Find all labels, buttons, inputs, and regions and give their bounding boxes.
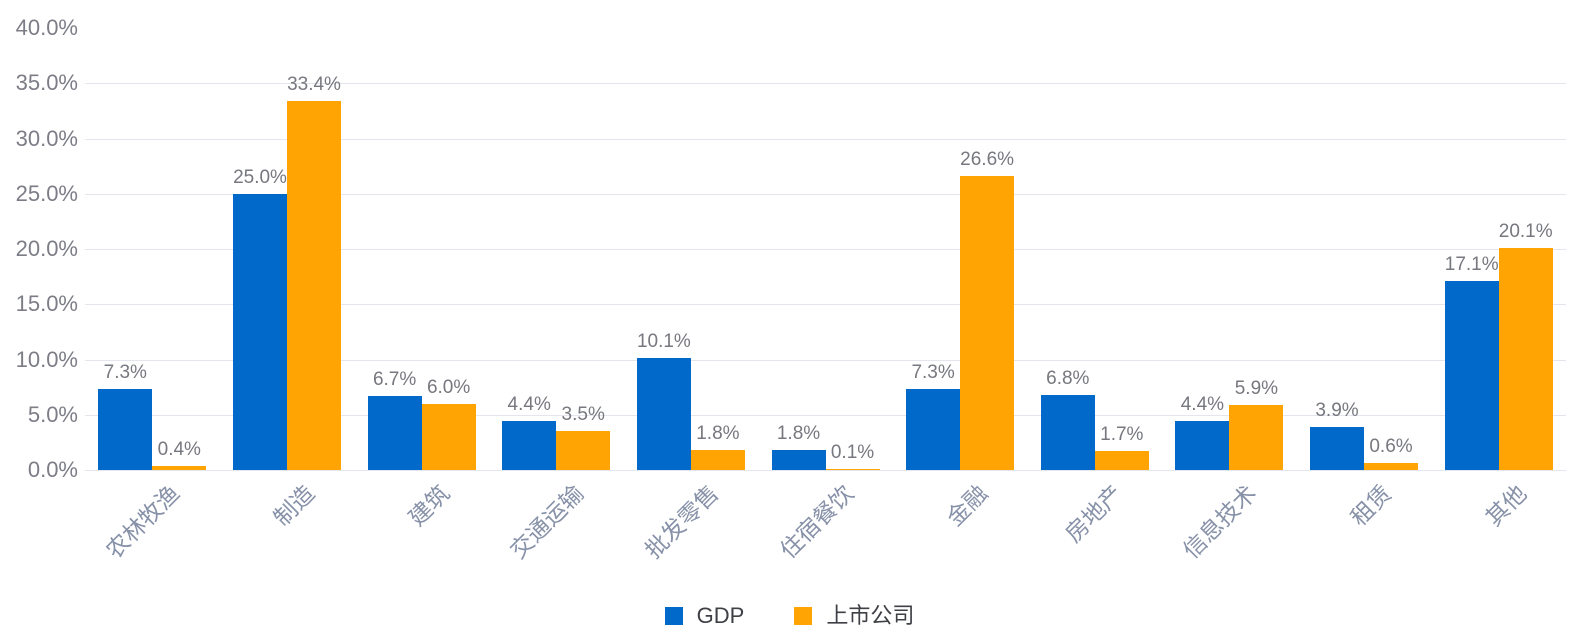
bar-listed-建筑: [421, 403, 476, 470]
bar-gdp-建筑: [367, 396, 422, 470]
bar-gdp-其他: [1444, 281, 1499, 470]
data-label-gdp-建筑: 6.7%: [372, 369, 417, 390]
data-label-listed-制造: 33.4%: [287, 73, 341, 95]
data-label-listed-其他: 20.1%: [1498, 220, 1553, 242]
data-label-gdp-住宿餐饮: 1.8%: [776, 423, 821, 445]
y-axis-tick-label: 10.0%: [15, 347, 78, 372]
data-label-listed-金融: 26.6%: [960, 149, 1015, 171]
data-label-gdp-金融: 7.3%: [911, 362, 955, 384]
data-label-listed-信息技术: 5.9%: [1234, 377, 1279, 399]
bar-listed-农林牧渔: [152, 465, 207, 470]
bar-gdp-交通运输: [502, 421, 557, 470]
y-axis-tick-label: 40.0%: [15, 15, 78, 40]
gridline-25.0%: [85, 194, 1566, 195]
data-label-gdp-农林牧渔: 7.3%: [103, 362, 147, 384]
data-label-listed-农林牧渔: 0.4%: [157, 438, 201, 460]
gridline-35.0%: [85, 83, 1566, 84]
y-axis-tick-label: 25.0%: [15, 181, 78, 206]
data-label-gdp-租赁: 3.9%: [1315, 399, 1359, 421]
bar-listed-信息技术: [1229, 404, 1284, 470]
bar-gdp-农林牧渔: [98, 389, 153, 470]
legend: GDP 上市公司: [0, 598, 1579, 634]
gridline-20.0%: [85, 249, 1566, 250]
bar-gdp-批发零售: [636, 358, 691, 470]
legend-swatch-listed-company: [794, 607, 813, 625]
bar-listed-制造: [287, 100, 341, 470]
bar-listed-金融: [960, 176, 1015, 470]
bar-listed-批发零售: [690, 450, 745, 470]
y-axis-tick-label: 0.0%: [27, 457, 78, 482]
y-axis-tick-label: 5.0%: [27, 402, 78, 427]
bar-listed-住宿餐饮: [825, 468, 880, 470]
legend-label-gdp: GDP: [696, 603, 745, 628]
data-label-gdp-其他: 17.1%: [1444, 254, 1499, 275]
data-label-gdp-房地产: 6.8%: [1046, 367, 1090, 389]
bar-listed-租赁: [1364, 463, 1418, 470]
bar-gdp-信息技术: [1175, 421, 1230, 470]
bar-gdp-房地产: [1040, 394, 1095, 470]
data-label-gdp-制造: 25.0%: [233, 166, 287, 188]
data-label-gdp-信息技术: 4.4%: [1180, 394, 1225, 416]
bar-listed-其他: [1498, 247, 1553, 470]
bar-listed-房地产: [1094, 451, 1149, 470]
gridline-0.0%: [85, 470, 1566, 471]
y-axis-tick-label: 30.0%: [15, 126, 78, 151]
data-label-gdp-交通运输: 4.4%: [507, 394, 551, 416]
bar-gdp-租赁: [1310, 426, 1364, 470]
bar-gdp-金融: [906, 389, 961, 470]
gridline-30.0%: [85, 139, 1566, 140]
legend-swatch-gdp: [664, 607, 683, 625]
data-label-gdp-批发零售: 10.1%: [636, 331, 691, 353]
gridline-15.0%: [85, 304, 1566, 305]
data-label-listed-住宿餐饮: 0.1%: [830, 441, 875, 463]
y-axis-tick-label: 35.0%: [15, 70, 78, 95]
y-axis-tick-label: 20.0%: [15, 236, 78, 261]
gridline-10.0%: [85, 360, 1566, 361]
data-label-listed-批发零售: 1.8%: [696, 423, 740, 445]
data-label-listed-房地产: 1.7%: [1100, 424, 1144, 446]
data-label-listed-交通运输: 3.5%: [561, 404, 605, 426]
bar-gdp-制造: [233, 193, 287, 471]
legend-label-listed-company: 上市公司: [826, 603, 915, 628]
gridline-5.0%: [85, 415, 1566, 416]
y-axis-tick-label: 15.0%: [15, 291, 78, 316]
data-label-listed-租赁: 0.6%: [1369, 436, 1413, 458]
bar-listed-交通运输: [556, 431, 611, 470]
bar-gdp-住宿餐饮: [771, 450, 826, 470]
data-label-listed-建筑: 6.0%: [426, 376, 471, 398]
